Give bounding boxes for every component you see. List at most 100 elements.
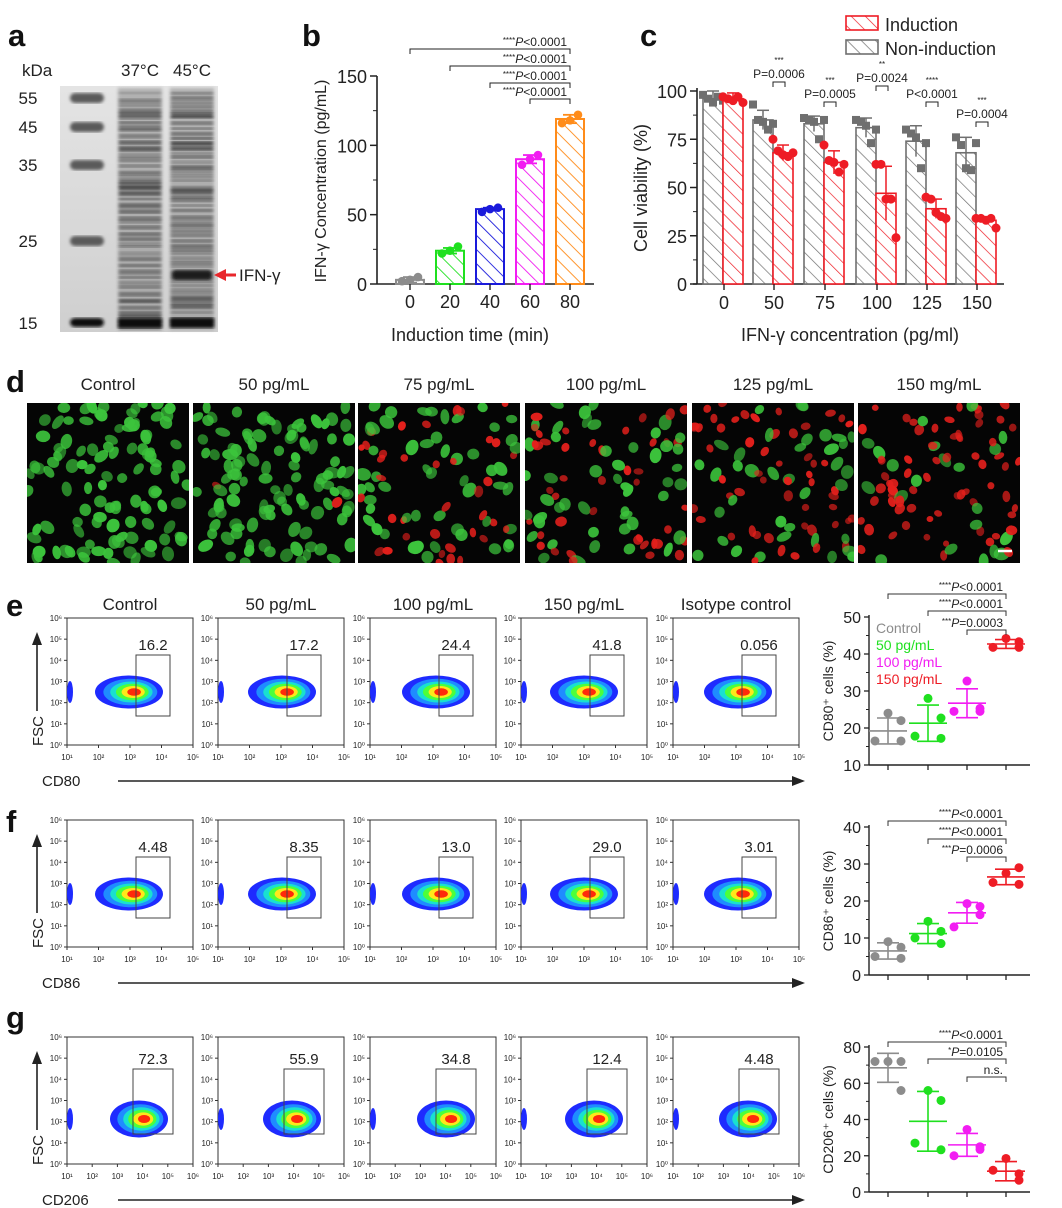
significance-label: ****P<0.0001 xyxy=(939,807,1004,821)
dead-cell xyxy=(550,547,560,556)
live-cell xyxy=(106,518,120,533)
y-tick-label: 10⁴ xyxy=(656,1075,669,1084)
live-cell xyxy=(525,437,535,452)
x-tick-label: 10³ xyxy=(275,955,287,964)
live-cell xyxy=(27,468,35,480)
x-tick-label: 10⁵ xyxy=(616,1172,628,1181)
live-cell xyxy=(861,481,876,495)
flow-plot: 10⁰ 10¹ 10² 10³ 10⁴ 10⁵ 10⁶ 10¹ 10² 10³ 10⁴ 10⁵ 10⁶ 1… xyxy=(504,1033,653,1181)
protein-band xyxy=(119,216,161,221)
x-tick-label: 10³ xyxy=(730,955,742,964)
dead-cell xyxy=(974,410,984,420)
live-cell xyxy=(108,535,121,549)
dead-cell xyxy=(706,444,714,453)
live-cell xyxy=(419,438,434,449)
dead-cell xyxy=(801,503,810,512)
marker-size-label: 15 xyxy=(19,314,38,333)
protein-band xyxy=(171,112,213,118)
x-tick-label: 50 xyxy=(764,293,784,313)
dead-cell xyxy=(754,470,763,477)
dead-cell xyxy=(931,423,939,433)
y-tick-label: 0 xyxy=(852,1185,861,1202)
live-cell xyxy=(733,447,746,462)
debris-population xyxy=(673,681,679,703)
y-tick-label: 10⁵ xyxy=(656,837,668,846)
live-cell xyxy=(209,449,220,461)
data-point xyxy=(749,100,757,109)
protein-band xyxy=(119,108,161,113)
live-cell xyxy=(710,467,722,482)
p-symbol: P xyxy=(515,69,523,83)
dead-cell xyxy=(555,516,567,527)
significance-bracket xyxy=(927,610,1007,616)
p-value: n.s. xyxy=(984,1063,1003,1077)
live-cell xyxy=(649,447,662,464)
data-point xyxy=(988,1165,998,1175)
significance-label: ****P<0.0001 xyxy=(939,1028,1004,1042)
protein-band xyxy=(119,242,161,246)
protein-band xyxy=(171,215,213,221)
x-tick-label: 10¹ xyxy=(515,753,527,762)
y-tick-label: 10¹ xyxy=(504,1139,516,1148)
panel-label-g: g xyxy=(6,1000,25,1035)
live-cell xyxy=(277,496,287,507)
dead-cell xyxy=(551,492,560,500)
live-cell xyxy=(842,545,854,558)
dead-cell xyxy=(745,437,755,448)
live-cell xyxy=(628,442,639,453)
fluorescence-image xyxy=(858,403,1020,563)
x-tick-label: 75 xyxy=(815,293,835,313)
live-cell xyxy=(246,517,259,533)
y-tick-label: 10³ xyxy=(656,880,668,889)
live-cell xyxy=(230,527,243,540)
y-tick-label: 10⁶ xyxy=(50,816,62,825)
significance-label: ****P<0.0001 xyxy=(503,85,568,99)
live-cell xyxy=(164,403,176,414)
live-cell xyxy=(39,414,51,426)
live-cell xyxy=(552,420,564,434)
dead-cell xyxy=(1011,504,1018,513)
x-tick-label: 10⁵ xyxy=(187,753,199,762)
image-label: 50 pg/mL xyxy=(239,375,310,394)
dead-cell xyxy=(561,442,570,452)
cell-density xyxy=(138,1114,151,1124)
protein-band xyxy=(171,101,213,106)
live-cell xyxy=(694,459,705,471)
y-tick-label: 10⁶ xyxy=(353,614,365,623)
live-cell xyxy=(971,502,983,514)
panel-label-b: b xyxy=(302,18,321,53)
live-cell xyxy=(953,462,965,472)
p-value: <0.0001 xyxy=(523,35,567,49)
p-value-label: P=0.0005 xyxy=(804,87,856,101)
protein-band xyxy=(119,92,161,95)
marker-axis-label: CD206 xyxy=(42,1192,89,1208)
y-tick-label: 80 xyxy=(843,1040,861,1057)
dead-cell xyxy=(1007,511,1017,519)
dead-cell xyxy=(923,472,931,482)
flow-plot: 10⁰ 10¹ 10² 10³ 10⁴ 10⁵ 10⁶ 10¹ 10² 10³ 10⁴ 10⁵ 16.2 xyxy=(50,614,199,762)
dead-cell xyxy=(716,423,726,433)
flow-plot: 10⁰ 10¹ 10² 10³ 10⁴ 10⁵ 10⁶ 10¹ 10² 10³ 10⁴ 10⁵ 41.8 xyxy=(504,614,653,762)
live-cell xyxy=(281,503,293,516)
live-cell xyxy=(130,403,141,415)
y-tick-label: 10⁴ xyxy=(504,1075,517,1084)
dead-cell xyxy=(703,404,712,413)
y-tick-label: 0 xyxy=(357,275,367,295)
live-cell xyxy=(35,430,51,443)
live-cell xyxy=(123,546,137,559)
live-cell xyxy=(549,403,564,409)
cell-density xyxy=(736,890,750,898)
protein-band xyxy=(171,304,213,309)
protein-band xyxy=(171,152,213,156)
protein-band xyxy=(119,237,161,242)
p-value: <0.0001 xyxy=(959,807,1003,821)
flow-plot-frame xyxy=(66,1036,194,1165)
cell-density xyxy=(747,1114,760,1124)
dead-cell xyxy=(422,420,431,429)
live-cell xyxy=(86,443,99,456)
live-cell xyxy=(533,514,546,529)
p-value-label: P=0.0024 xyxy=(856,71,908,85)
protein-band xyxy=(171,234,213,238)
dead-cell xyxy=(987,482,995,490)
live-cell xyxy=(148,485,162,499)
